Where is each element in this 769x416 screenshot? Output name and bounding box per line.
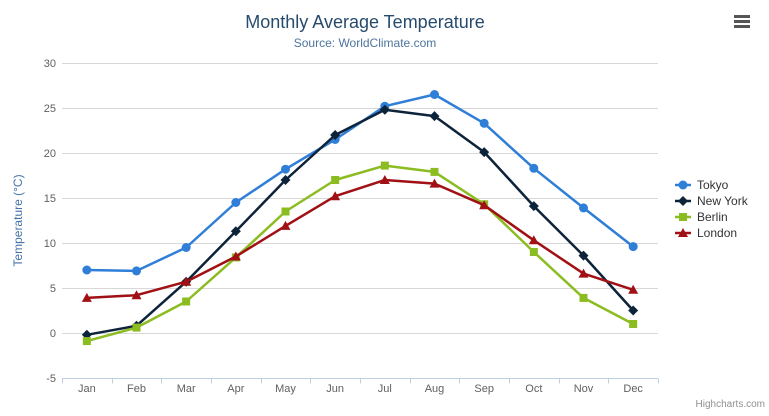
y-axis-label: 15 [44,193,56,205]
legend-symbol-marker [679,213,687,221]
legend-label: Tokyo [697,178,729,192]
hamburger-bar [734,20,750,23]
point-london-dec[interactable] [628,284,639,294]
chart-title: Monthly Average Temperature [245,12,485,32]
series-line-tokyo [85,93,635,273]
point-tokyo-jan[interactable] [82,265,92,275]
y-axis-label: 30 [44,58,56,70]
point-london-sep[interactable] [479,200,490,210]
point-london-nov[interactable] [578,268,589,278]
x-axis-label: Nov [574,383,594,395]
legend-label: Berlin [697,210,728,224]
x-axis-label: Sep [474,383,494,395]
point-berlin-aug[interactable] [430,167,439,176]
hamburger-bar [734,15,750,18]
x-axis-label: Jul [378,383,392,395]
point-berlin-may[interactable] [281,207,290,216]
context-menu-button[interactable] [734,14,754,29]
x-axis-label: Feb [127,383,146,395]
legend-label: London [697,226,738,240]
legend-label: New York [697,194,748,208]
y-axis-label: 0 [50,328,56,340]
point-tokyo-apr[interactable] [231,198,241,207]
legend-square-marker-icon [675,213,691,221]
x-axis-label: Dec [623,383,643,395]
x-axis-label: Apr [227,383,244,395]
highcharts-credit-link[interactable]: Highcharts.com [695,399,765,410]
hamburger-icon [734,15,754,28]
point-new-york-jul[interactable] [379,104,390,115]
point-new-york-sep[interactable] [479,147,490,158]
legend-circle-marker-icon [675,180,691,190]
point-new-york-may[interactable] [280,175,291,185]
point-berlin-nov[interactable] [579,293,588,302]
point-new-york-apr[interactable] [230,226,241,237]
point-berlin-mar[interactable] [182,297,191,306]
legend-item-london[interactable]: London [674,226,748,240]
point-berlin-oct[interactable] [529,248,538,256]
point-london-may[interactable] [280,220,291,230]
point-new-york-nov[interactable] [578,250,589,261]
series-line-london [85,178,635,300]
point-tokyo-aug[interactable] [430,90,439,99]
point-berlin-jan[interactable] [82,337,91,346]
point-london-apr[interactable] [230,251,241,261]
x-axis-label: Oct [525,383,542,395]
legend-item-berlin[interactable]: Berlin [674,210,748,224]
point-tokyo-dec[interactable] [628,242,638,252]
x-axis-label: Mar [177,383,196,395]
point-tokyo-oct[interactable] [529,163,539,173]
legend-triangle-marker-icon [675,228,691,237]
legend-symbol-marker [678,228,688,237]
point-new-york-jun[interactable] [330,130,341,140]
point-london-aug[interactable] [429,178,440,188]
y-axis-label: 5 [50,283,56,295]
hamburger-bar [734,25,750,28]
y-axis-title: Temperature (°C) [11,174,25,266]
legend-item-tokyo[interactable]: Tokyo [674,178,748,192]
point-london-oct[interactable] [528,235,539,245]
y-axis-label: 10 [44,238,56,250]
series-line-new-york [85,108,635,337]
point-berlin-feb[interactable] [132,323,141,332]
point-tokyo-nov[interactable] [579,203,588,213]
legend-symbol-marker [678,196,688,206]
legend-symbol-marker [678,180,688,190]
y-axis-label: 25 [44,103,56,115]
point-berlin-jul[interactable] [380,161,389,170]
point-new-york-dec[interactable] [628,305,639,316]
x-axis-label: May [275,383,296,395]
point-london-feb[interactable] [131,290,142,300]
point-london-mar[interactable] [181,276,192,286]
series-line-berlin [85,164,635,343]
point-new-york-aug[interactable] [429,111,440,122]
x-axis-label: Jan [78,383,96,395]
legend-diamond-marker-icon [675,196,691,206]
y-axis-label: 20 [44,148,56,160]
y-axis-label: -5 [46,373,56,385]
x-axis-label: Jun [326,383,344,395]
point-london-jun[interactable] [330,191,341,201]
chart-subtitle: Source: WorldClimate.com [293,36,437,50]
x-axis-label: Aug [425,383,445,395]
point-berlin-dec[interactable] [629,320,638,328]
point-tokyo-feb[interactable] [132,266,141,276]
point-london-jul[interactable] [379,175,390,184]
legend: Tokyo New York Berlin London [674,178,748,240]
legend-item-new-york[interactable]: New York [674,194,748,208]
point-tokyo-may[interactable] [281,164,290,174]
point-new-york-oct[interactable] [528,201,539,212]
point-tokyo-mar[interactable] [181,243,191,252]
point-london-jan[interactable] [81,292,92,302]
point-berlin-jun[interactable] [331,176,340,184]
point-tokyo-sep[interactable] [479,118,489,128]
